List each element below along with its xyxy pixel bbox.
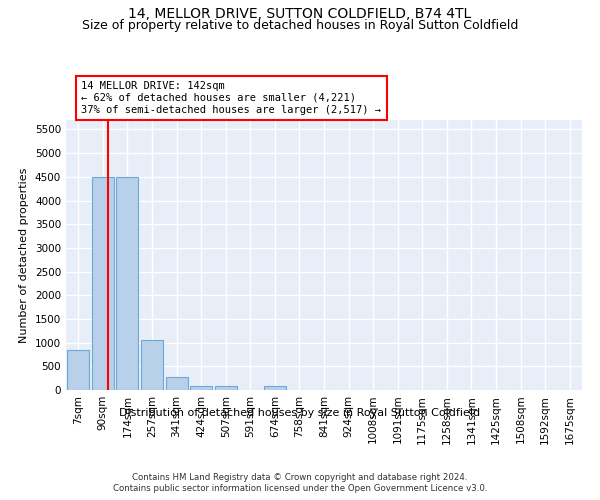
Bar [166, 377, 188, 390]
Text: Distribution of detached houses by size in Royal Sutton Coldfield: Distribution of detached houses by size … [119, 408, 481, 418]
Text: 14 MELLOR DRIVE: 142sqm
← 62% of detached houses are smaller (4,221)
37% of semi: 14 MELLOR DRIVE: 142sqm ← 62% of detache… [82, 82, 382, 114]
Y-axis label: Number of detached properties: Number of detached properties [19, 168, 29, 342]
Text: Contains public sector information licensed under the Open Government Licence v3: Contains public sector information licen… [113, 484, 487, 493]
Bar [92, 177, 114, 390]
Bar [215, 386, 237, 390]
Bar [116, 177, 139, 390]
Bar [141, 340, 163, 390]
Text: Contains HM Land Registry data © Crown copyright and database right 2024.: Contains HM Land Registry data © Crown c… [132, 472, 468, 482]
Text: Size of property relative to detached houses in Royal Sutton Coldfield: Size of property relative to detached ho… [82, 19, 518, 32]
Text: 14, MELLOR DRIVE, SUTTON COLDFIELD, B74 4TL: 14, MELLOR DRIVE, SUTTON COLDFIELD, B74 … [128, 8, 472, 22]
Bar [190, 386, 212, 390]
Bar [264, 386, 286, 390]
Bar [67, 350, 89, 390]
